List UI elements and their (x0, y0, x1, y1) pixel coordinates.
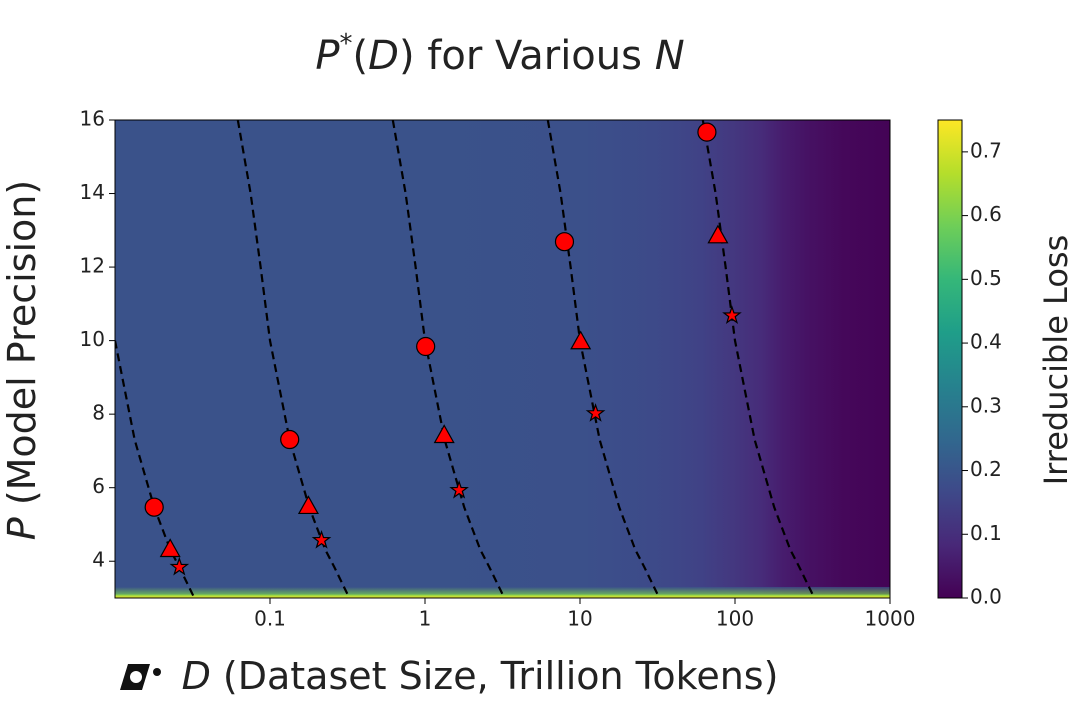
y-axis-label: P (Model Precision) (0, 180, 44, 540)
x-axis-label: D (Dataset Size, Trillion Tokens) (182, 654, 779, 698)
x-tick-label: 100 (716, 607, 754, 631)
x-tick-label: 1000 (865, 607, 916, 631)
heatmap-cell (580, 120, 655, 598)
curves (115, 120, 816, 598)
heatmap-bottom-band (115, 586, 890, 595)
heatmap-bottom-band (115, 594, 890, 598)
y-label-part: (Model Precision) (0, 180, 44, 517)
colorbar-tick-label: 0.0 (970, 585, 1002, 609)
marker-star (722, 305, 742, 324)
colorbar-tick-label: 0.7 (970, 138, 1002, 162)
dashed-curve (115, 340, 196, 598)
y-tick-label: 12 (80, 254, 105, 278)
title-part: D (368, 33, 399, 79)
marker-circle (144, 497, 164, 517)
heatmap-cell (808, 120, 844, 598)
marker-triangle (433, 424, 455, 444)
marker-star (585, 403, 606, 422)
title-part: ( (353, 33, 369, 79)
title-part: P (315, 33, 340, 79)
markers (144, 122, 742, 576)
colorbar (937, 119, 963, 599)
marker-triangle (159, 538, 181, 558)
x-label-part: (Dataset Size, Trillion Tokens) (211, 654, 779, 698)
heatmap (115, 120, 890, 598)
colorbar-tick-label: 0.6 (970, 202, 1002, 226)
heatmap-cell (762, 120, 783, 598)
marker-star (449, 479, 469, 499)
y-tick-label: 8 (92, 401, 105, 425)
heatmap-cell (781, 120, 810, 598)
y-label-part: P (0, 517, 44, 540)
title-part: ) for Various (399, 33, 655, 79)
axes: 4 6 8 10 12 14 16 0.1 1 10 100 1000 0.0 0.1 0.2 0.3 0.4 0… (80, 107, 1002, 631)
y-tick-label: 6 (92, 474, 105, 498)
marker-triangle (707, 224, 729, 244)
heatmap-cell (700, 120, 736, 598)
colorbar-tick-label: 0.3 (970, 393, 1002, 417)
heatmap-cell (115, 120, 426, 598)
y-tick-label: 4 (92, 548, 105, 572)
heatmap-cell (653, 120, 702, 598)
chart-title: P*(D) for Various N (315, 29, 684, 80)
watermark-logo (120, 664, 161, 690)
y-tick-label: 14 (80, 180, 105, 204)
colorbar-tick-label: 0.2 (970, 457, 1002, 481)
x-label-part: D (182, 654, 211, 698)
heatmap-cell (843, 120, 890, 598)
y-tick-label: 16 (80, 107, 105, 131)
marker-circle (697, 122, 717, 142)
colorbar-tick-label: 0.5 (970, 266, 1002, 290)
x-tick-label: 10 (567, 607, 592, 631)
marker-circle (416, 336, 436, 357)
x-tick-label: 1 (419, 607, 432, 631)
marker-circle (554, 232, 575, 252)
marker-circle (280, 429, 300, 450)
marker-triangle (570, 330, 592, 350)
colorbar-tick-label: 0.4 (970, 330, 1002, 354)
plot-frame (114, 119, 891, 599)
heatmap-cell (425, 120, 581, 598)
marker-star (169, 556, 190, 576)
colorbar-label: Irreducible Loss (1037, 235, 1075, 486)
marker-star (311, 529, 332, 549)
x-tick-label: 0.1 (254, 607, 286, 631)
y-tick-label: 10 (80, 327, 105, 351)
title-part: N (655, 33, 685, 79)
colorbar-tick-label: 0.1 (970, 521, 1002, 545)
marker-triangle (297, 495, 319, 515)
title-part: * (340, 29, 353, 59)
